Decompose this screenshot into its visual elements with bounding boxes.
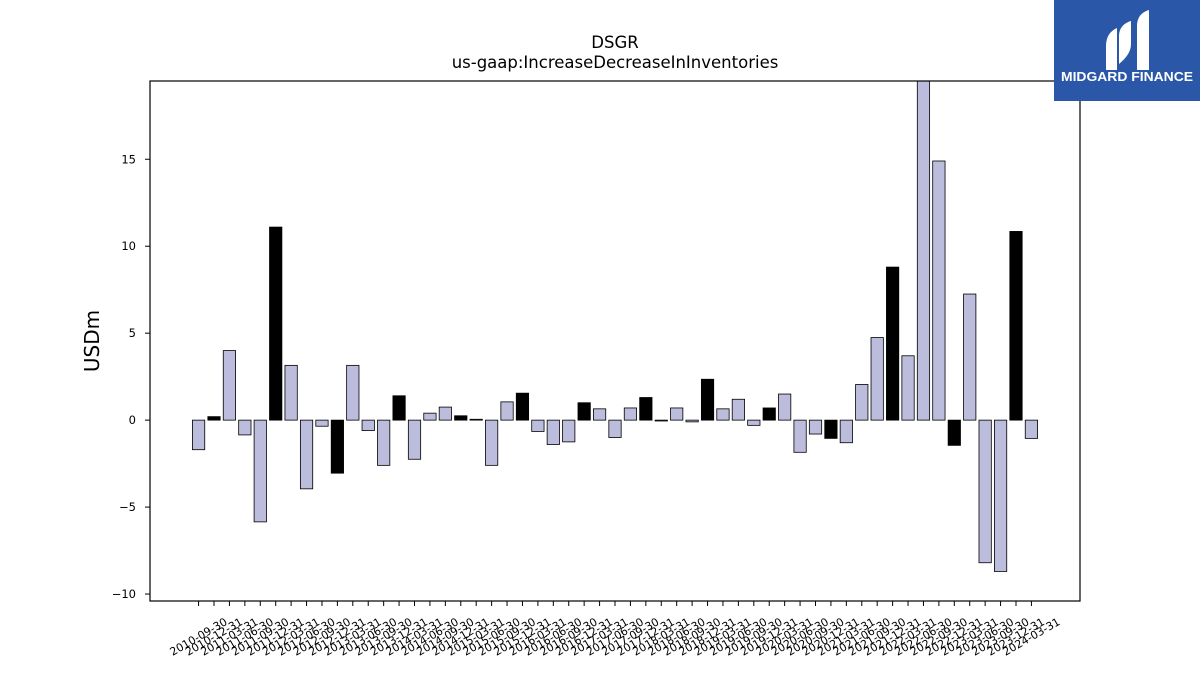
bar	[238, 419, 252, 436]
y-tick-label: −10	[112, 587, 136, 601]
y-axis: −10 −5 0 5 10 15	[112, 152, 150, 601]
bar	[346, 364, 360, 421]
bar	[700, 378, 715, 421]
chart-title: DSGR	[591, 33, 638, 52]
bar	[978, 419, 992, 564]
bar	[593, 408, 607, 421]
bar	[747, 419, 761, 426]
bar	[1009, 231, 1023, 421]
bar	[608, 419, 622, 438]
y-tick-label: 15	[121, 152, 136, 166]
bar	[500, 401, 514, 421]
bar	[963, 293, 977, 421]
chart-subtitle: us-gaap:IncreaseDecreaseInInventories	[452, 53, 779, 72]
bar	[438, 406, 452, 421]
bar	[531, 419, 545, 432]
bar	[623, 407, 637, 421]
bar	[192, 419, 206, 451]
bar	[808, 419, 823, 435]
y-tick-label: 10	[121, 239, 136, 253]
bar	[685, 419, 699, 423]
bar	[731, 398, 745, 421]
bar	[1024, 419, 1038, 439]
bar	[546, 419, 560, 445]
bar	[485, 419, 499, 466]
bar	[515, 392, 530, 421]
bar	[654, 419, 668, 422]
bar	[870, 337, 884, 421]
logo-mark-icon	[1106, 10, 1149, 70]
bar	[407, 419, 422, 460]
bars	[192, 80, 1038, 572]
bar	[916, 80, 931, 421]
bar	[639, 397, 653, 421]
bar	[222, 350, 236, 421]
bar	[901, 355, 915, 421]
bar	[207, 416, 221, 421]
bar	[994, 419, 1008, 572]
x-axis: 2010-09-302010-12-312011-03-312011-06-30…	[168, 601, 1062, 659]
midgard-finance-logo: MIDGARD FINANCE	[1054, 0, 1200, 101]
bar	[932, 160, 946, 421]
bar	[253, 419, 267, 523]
y-tick-label: 0	[129, 413, 136, 427]
bar	[716, 408, 730, 421]
plot-frame	[149, 80, 1081, 602]
bar	[793, 419, 807, 453]
y-axis-label: USDm	[80, 310, 104, 372]
bar	[778, 393, 792, 421]
bar	[423, 412, 437, 421]
bar	[824, 419, 838, 439]
bar	[284, 364, 298, 421]
bar	[886, 266, 900, 421]
bar	[269, 226, 283, 421]
y-tick-label: 5	[129, 326, 136, 340]
bar	[361, 419, 375, 431]
bar	[762, 407, 776, 421]
bar	[392, 395, 406, 421]
bar	[315, 419, 329, 427]
bar	[577, 402, 591, 421]
bar	[947, 419, 961, 446]
bar	[855, 384, 869, 421]
bar	[299, 419, 314, 490]
bar	[454, 415, 468, 421]
bar	[469, 418, 483, 421]
bar	[377, 419, 391, 466]
bar	[330, 419, 344, 474]
bar	[670, 407, 684, 421]
bar	[839, 419, 853, 444]
logo-wordmark: MIDGARD FINANCE	[1061, 70, 1193, 84]
bar	[562, 419, 576, 443]
y-tick-label: −5	[119, 500, 136, 514]
